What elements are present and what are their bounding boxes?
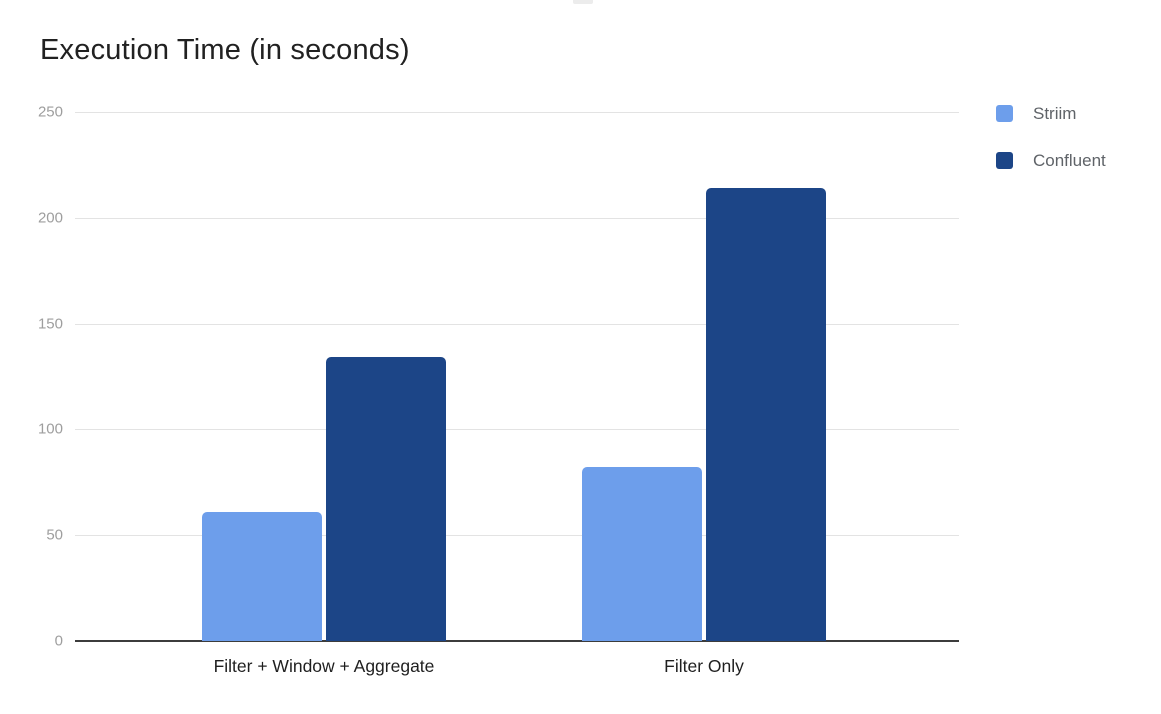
gridline-250: [75, 112, 959, 113]
gridline-50: [75, 535, 959, 537]
y-tick-label-250: 250: [37, 103, 63, 121]
y-tick-label-200: 200: [37, 209, 63, 227]
category-label-1: Filter + Window + Aggregate: [213, 656, 435, 676]
gridline-100: [75, 429, 959, 431]
legend-swatch-striim: [996, 104, 1013, 122]
y-tick-label-100: 100: [37, 420, 63, 438]
bar-confluent-1: [326, 357, 446, 641]
bar-confluent-2: [706, 188, 826, 641]
gridline-200: [75, 217, 959, 219]
bar-striim-2: [582, 467, 702, 641]
x-axis-line: [75, 640, 959, 642]
legend-item-striim: Striim: [996, 104, 1106, 122]
y-tick-label-0: 0: [54, 632, 63, 650]
legend: Striim Confluent: [996, 104, 1106, 198]
gridline-150: [75, 323, 959, 325]
chart-title: Execution Time (in seconds): [40, 34, 410, 66]
legend-label-confluent: Confluent: [1033, 150, 1106, 170]
y-tick-label-150: 150: [37, 315, 63, 333]
category-label-2: Filter Only: [664, 656, 744, 676]
y-tick-label-50: 50: [46, 526, 63, 544]
legend-label-striim: Striim: [1033, 103, 1077, 123]
legend-item-confluent: Confluent: [996, 151, 1106, 169]
bar-striim-1: [202, 511, 322, 641]
legend-swatch-confluent: [996, 151, 1013, 169]
screenshot-artifact: [573, 0, 593, 4]
